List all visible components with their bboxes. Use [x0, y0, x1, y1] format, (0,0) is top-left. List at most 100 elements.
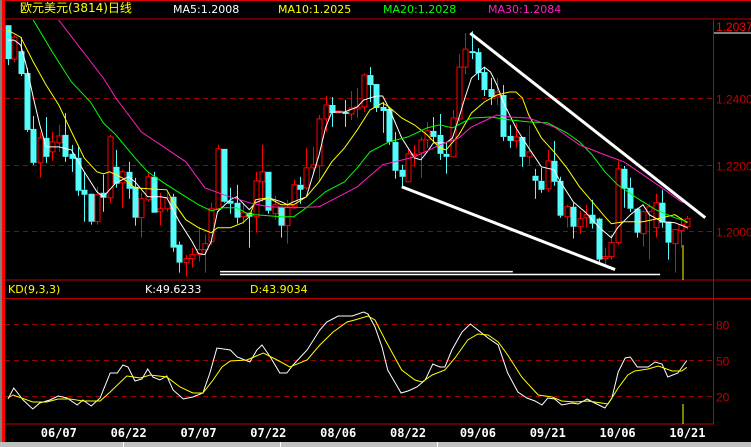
candle	[621, 165, 628, 208]
candle-body-down	[221, 148, 228, 202]
candle-body-down	[469, 51, 476, 54]
candle-body-down	[538, 180, 545, 190]
date-tick-label: 08/22	[390, 426, 426, 440]
ma10-line	[7, 29, 688, 234]
k-line	[7, 311, 688, 410]
candle-body-up	[361, 74, 368, 108]
candle	[119, 169, 126, 208]
candle-body-down	[329, 104, 336, 113]
candle-body-up	[348, 107, 355, 115]
candle-body-up	[608, 242, 615, 258]
candle-body-down	[342, 111, 349, 114]
candle	[221, 148, 228, 203]
d-value-label: D:43.9034	[250, 283, 308, 296]
candle-body-down	[475, 52, 482, 74]
candle	[634, 207, 641, 238]
candle-body-up	[602, 256, 609, 260]
candle	[183, 254, 190, 277]
date-tick-label: 10/06	[600, 426, 636, 440]
trendline[interactable]	[401, 185, 616, 271]
candle	[284, 199, 291, 244]
candle	[551, 140, 558, 186]
kd-tick-label: 20	[716, 391, 730, 405]
candle	[462, 33, 469, 75]
candle-body-down	[589, 214, 596, 224]
price-tick-label: 1.2000	[716, 226, 751, 240]
candle-body-up	[462, 48, 469, 68]
candle	[507, 124, 514, 148]
candle	[157, 192, 164, 226]
date-tick-label: 07/07	[180, 426, 216, 440]
candle	[430, 116, 437, 142]
candle	[196, 226, 203, 262]
candle-body-down	[227, 200, 234, 204]
date-tick-label: 06/07	[41, 426, 77, 440]
date-tick-label: 09/21	[530, 426, 566, 440]
candle	[513, 122, 520, 148]
candle-body-up	[545, 160, 552, 190]
candle	[545, 149, 552, 192]
candle-body-down	[519, 136, 526, 157]
candle	[49, 131, 56, 161]
candle-body-up	[259, 171, 266, 183]
candle	[640, 210, 647, 247]
candle-body-down	[627, 187, 634, 209]
candle	[107, 134, 114, 203]
date-tick-label: 10/21	[669, 426, 705, 440]
candle	[88, 193, 95, 225]
date-tick-label: 07/22	[250, 426, 286, 440]
candle-body-down	[151, 176, 158, 213]
candle-body-down	[24, 73, 31, 130]
price-tick-label: 1.2400	[716, 93, 751, 107]
candle-body-down	[596, 218, 603, 260]
candle-body-up	[684, 218, 691, 228]
candle-body-up	[138, 198, 145, 219]
candle-body-down	[386, 108, 393, 142]
candle	[316, 114, 323, 182]
candle	[259, 144, 266, 202]
candle	[627, 177, 634, 212]
trendline[interactable]	[469, 31, 707, 219]
candle	[30, 115, 37, 165]
candle-body-down	[234, 202, 241, 218]
candle	[399, 164, 406, 187]
candle-body-down	[481, 72, 488, 91]
ma5-label: MA5:1.2008	[173, 3, 240, 16]
candle	[81, 172, 88, 222]
ma20-label: MA20:1.2028	[383, 3, 457, 16]
candle	[532, 168, 539, 199]
candle-body-up	[418, 139, 425, 154]
chart-header: 欧元美元(3814)日线 MA5:1.2008 MA10:1.2025 MA20…	[0, 0, 751, 19]
candle-body-down	[69, 153, 76, 159]
date-tick-label: 09/06	[460, 426, 496, 440]
candle	[646, 203, 653, 260]
date-tick-label: 06/22	[111, 426, 147, 440]
candle	[227, 187, 234, 214]
candle	[5, 25, 12, 66]
candle-body-up	[119, 171, 126, 184]
candle-body-up	[240, 212, 247, 218]
candle	[56, 124, 63, 152]
candle-body-up	[291, 184, 298, 208]
candle	[596, 217, 603, 263]
candle	[418, 136, 425, 178]
candle-body-down	[507, 135, 514, 141]
candle	[329, 97, 336, 127]
candle	[215, 144, 222, 212]
candle	[608, 234, 615, 260]
candle-body-down	[665, 221, 672, 243]
candle-body-down	[297, 184, 304, 190]
candle-body-up	[640, 211, 647, 235]
candle	[450, 109, 457, 158]
candle-body-up	[196, 249, 203, 256]
candle	[380, 101, 387, 133]
candle	[672, 229, 679, 273]
candle-body-up	[202, 243, 209, 251]
candle	[176, 241, 183, 273]
candle-body-up	[208, 208, 215, 243]
candle	[615, 160, 622, 245]
candle	[69, 144, 76, 172]
candle	[310, 146, 317, 174]
candle-body-down	[88, 193, 95, 222]
